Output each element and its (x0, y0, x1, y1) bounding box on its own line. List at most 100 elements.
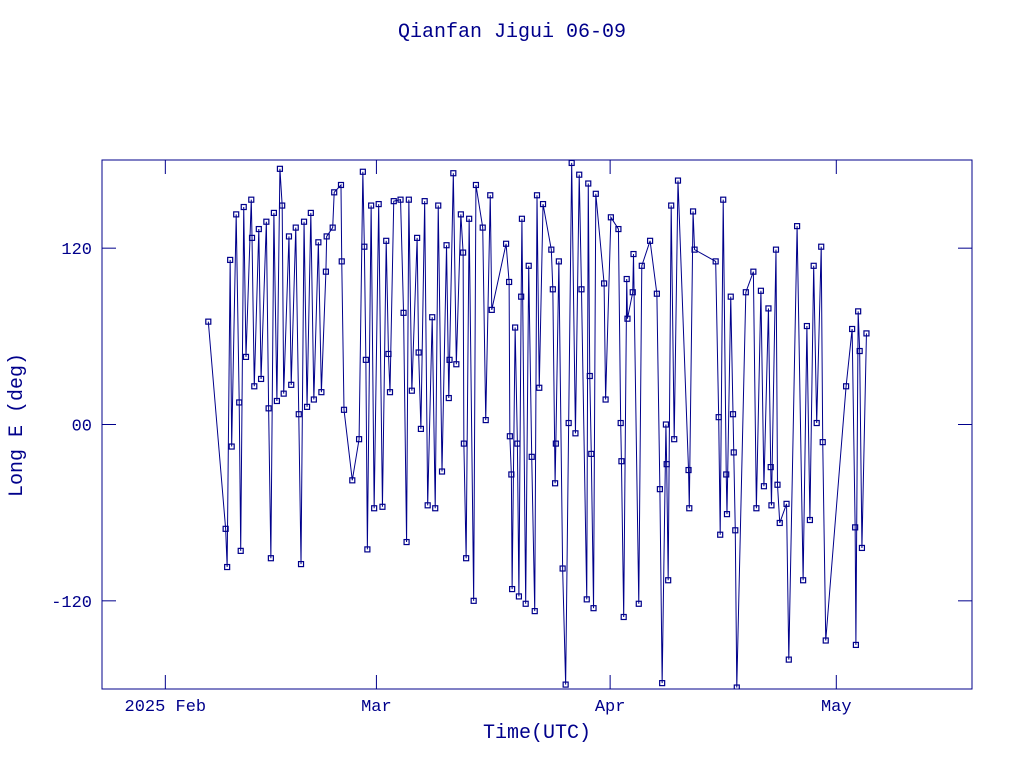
data-point (717, 531, 724, 538)
data-point (785, 656, 792, 663)
data-point (533, 192, 541, 199)
data-point (822, 637, 829, 644)
data-point (674, 177, 682, 184)
data-point (362, 356, 369, 363)
data-point (315, 239, 322, 246)
data-point (359, 168, 366, 175)
data-point (435, 202, 442, 209)
data-point (514, 440, 521, 447)
data-point (590, 605, 597, 612)
data-point (624, 315, 631, 322)
data-point (522, 600, 529, 607)
data-point (559, 565, 566, 572)
data-point (689, 208, 697, 215)
data-point (772, 246, 780, 253)
data-point (310, 396, 317, 403)
data-point (515, 593, 523, 600)
data-point (617, 419, 624, 427)
data-point (288, 381, 295, 388)
data-point (618, 458, 625, 465)
data-point (460, 249, 467, 256)
data-point (415, 349, 422, 356)
data-point (765, 305, 772, 312)
data-point (855, 308, 862, 315)
data-point (479, 224, 486, 231)
data-point (592, 190, 599, 197)
data-point (723, 471, 730, 478)
data-point (383, 237, 390, 244)
data-point (414, 234, 421, 241)
data-point (757, 287, 765, 294)
data-point (760, 483, 768, 490)
data-point (783, 500, 790, 507)
data-point (810, 262, 817, 269)
data-point (818, 243, 825, 250)
data-point (720, 196, 727, 203)
data-point (322, 268, 330, 275)
data-point (671, 436, 678, 443)
data-point (819, 439, 826, 446)
x-tick-label: Mar (361, 698, 392, 717)
data-point (224, 563, 231, 571)
data-point (723, 511, 731, 518)
data-point (712, 258, 719, 265)
data-point (340, 406, 348, 413)
data-point (280, 390, 287, 397)
plot-area (205, 160, 870, 689)
data-point (408, 387, 415, 394)
data-point (585, 180, 592, 187)
data-point (620, 613, 627, 621)
data-point (767, 464, 774, 471)
x-axis-label: Time(UTC) (483, 722, 591, 745)
data-point (248, 196, 255, 203)
x-tick-label: 2025 Feb (125, 698, 207, 717)
data-point (549, 286, 556, 293)
data-point (662, 421, 670, 428)
data-point (364, 546, 371, 553)
data-point (774, 481, 781, 488)
data-point (443, 242, 450, 249)
data-point (205, 318, 212, 325)
data-point (463, 555, 470, 562)
data-point (506, 433, 513, 440)
data-point (285, 233, 293, 240)
data-point (638, 262, 645, 269)
data-point (630, 250, 637, 258)
data-point (397, 196, 404, 203)
data-point (424, 502, 431, 509)
data-point (562, 681, 569, 688)
data-point (730, 449, 737, 456)
data-point (405, 196, 412, 203)
data-point (279, 202, 286, 209)
data-point (842, 383, 850, 390)
data-point (548, 246, 555, 253)
data-point (390, 198, 397, 205)
data-point (257, 375, 265, 383)
data-point (528, 453, 535, 460)
data-point (539, 200, 547, 208)
data-point (863, 330, 870, 337)
data-point (300, 218, 308, 225)
data-point (303, 403, 311, 410)
data-point (446, 356, 453, 363)
y-axis-label: Long E (deg) (6, 353, 29, 497)
data-point (386, 389, 394, 396)
data-point (715, 414, 722, 421)
data-point (237, 547, 244, 554)
data-point (732, 527, 739, 534)
data-point (236, 399, 243, 406)
data-point (222, 525, 229, 532)
x-tick-label: May (821, 698, 852, 717)
data-point (607, 214, 614, 221)
data-point (400, 309, 407, 316)
data-point (273, 397, 281, 405)
data-point (793, 223, 801, 230)
data-point (331, 189, 338, 196)
data-point (659, 680, 666, 687)
data-point (453, 361, 460, 368)
data-point (240, 203, 247, 211)
data-point (323, 233, 330, 240)
y-tick-label: 00 (72, 418, 92, 437)
data-point (568, 160, 575, 167)
